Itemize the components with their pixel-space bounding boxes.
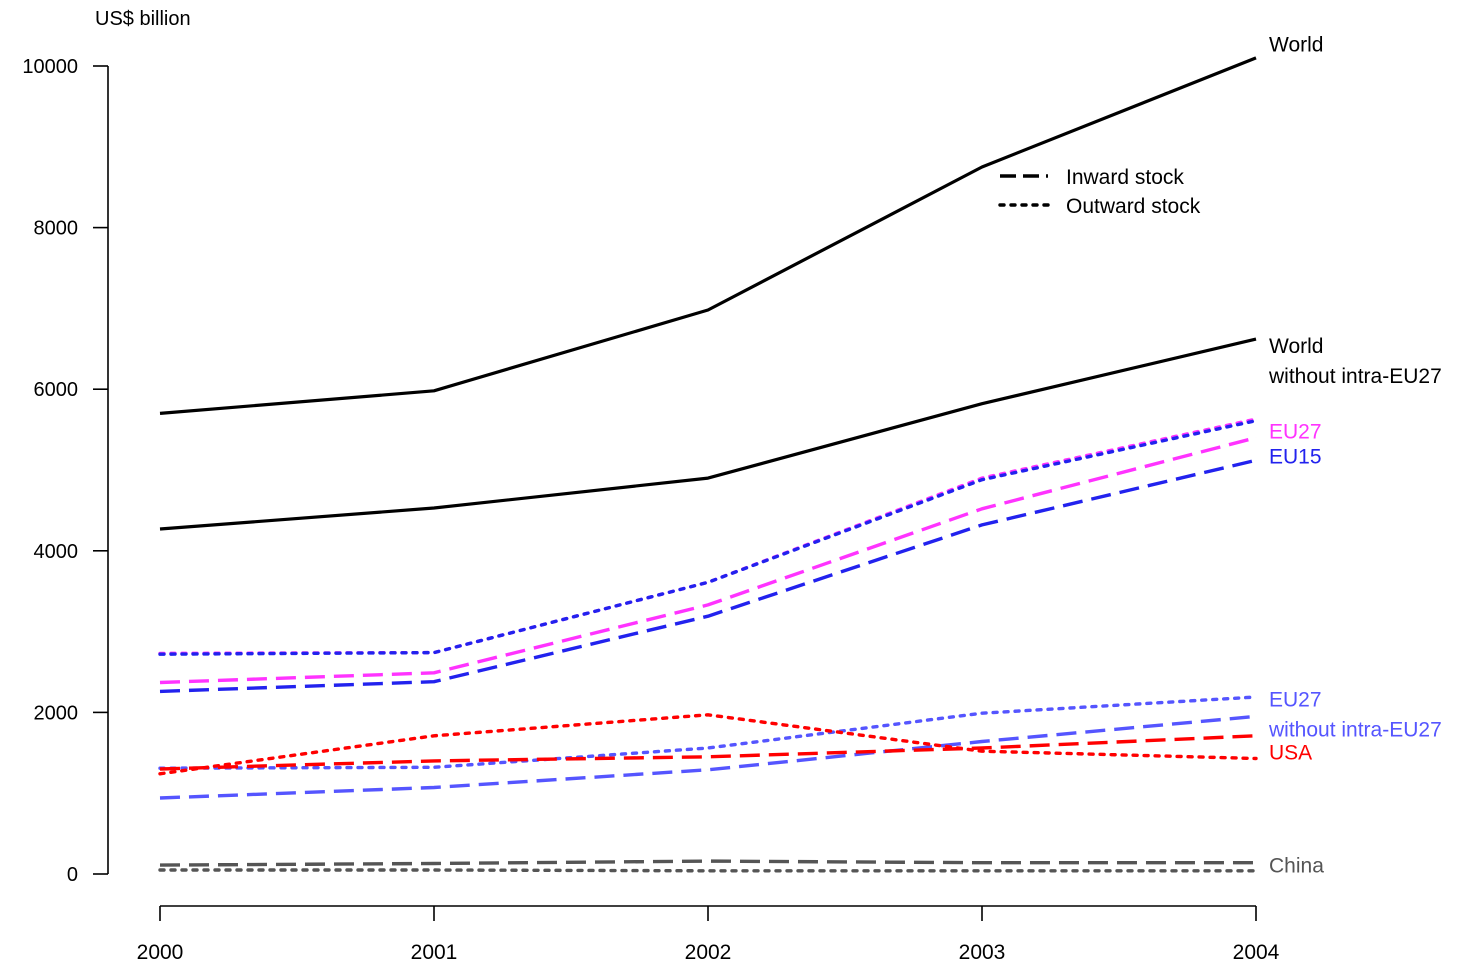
series-line-china-dashed (160, 861, 1256, 865)
series-label-eu15: EU15 (1269, 446, 1322, 469)
axes: 0 2000 4000 6000 8000 10000 2000 2001 2002 2003 20… (22, 56, 1279, 964)
y-tick-label: 8000 (34, 218, 79, 240)
series-line-world-solid (160, 58, 1256, 414)
series-label-world: World (1269, 33, 1323, 56)
y-tick-label: 0 (67, 864, 78, 886)
series-label-eu27_wo: EU27 without intra-EU27 (1268, 689, 1442, 742)
y-tick-label: 2000 (34, 702, 79, 724)
legend-label: Inward stock (1066, 166, 1184, 189)
x-tick-label: 2002 (685, 941, 732, 964)
y-tick-label: 4000 (34, 541, 79, 563)
series-label-line: World (1269, 33, 1323, 56)
series-label-line: China (1269, 854, 1324, 877)
series-label-eu27: EU27 (1269, 420, 1322, 443)
series-label-usa: USA (1269, 741, 1312, 764)
x-tick-label: 2004 (1233, 941, 1280, 964)
legend-label: Outward stock (1066, 195, 1201, 218)
series-end-labels: World World without intra-EU27 EU27 EU15 EU27… (1268, 33, 1442, 877)
x-tick-label: 2003 (959, 941, 1006, 964)
series-label-line: USA (1269, 741, 1312, 764)
y-tick-label: 6000 (34, 379, 79, 401)
series-line-world_wo-solid (160, 339, 1256, 529)
x-tick-label: 2000 (137, 941, 184, 964)
y-axis-title: US$ billion (95, 8, 191, 30)
series-label-line: EU27 (1269, 420, 1322, 443)
series-label-world_wo: World without intra-EU27 (1268, 335, 1442, 388)
series-line-eu15-dashed (160, 460, 1256, 691)
series-line-eu15-dotted (160, 421, 1256, 655)
series-line-eu27-dashed (160, 438, 1256, 683)
series-label-line: without intra-EU27 (1268, 719, 1442, 742)
y-tick-label: 10000 (22, 56, 78, 78)
series-label-china: China (1269, 854, 1324, 877)
legend: Inward stock Outward stock (1000, 166, 1201, 218)
series-line-eu27-dotted (160, 419, 1256, 653)
series-label-line: without intra-EU27 (1268, 365, 1442, 388)
x-tick-label: 2001 (411, 941, 458, 964)
series-line-eu27_wo-dashed (160, 716, 1256, 798)
series-label-line: EU27 (1269, 689, 1322, 712)
series-label-line: EU15 (1269, 446, 1322, 469)
series-label-line: World (1269, 335, 1323, 358)
